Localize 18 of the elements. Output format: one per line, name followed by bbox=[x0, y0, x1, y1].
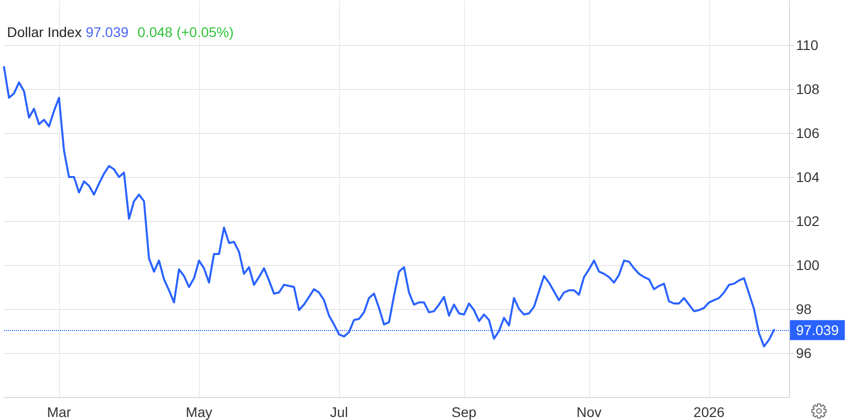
annotation: 0.048 (+0.05%) bbox=[138, 24, 234, 40]
y-tick-label: 96 bbox=[796, 345, 812, 361]
x-tick-label: Nov bbox=[576, 404, 602, 420]
y-tick-label: 100 bbox=[796, 257, 820, 273]
text: Dollar Index bbox=[7, 24, 82, 40]
x-tick-label: Sep bbox=[452, 404, 477, 420]
y-tick-label: 110 bbox=[796, 37, 819, 53]
x-tick-label: Jul bbox=[330, 404, 348, 420]
annotation: 97.039 bbox=[86, 24, 129, 40]
x-tick-label: May bbox=[186, 404, 212, 420]
y-tick-label: 102 bbox=[796, 213, 820, 229]
y-tick-label: 106 bbox=[796, 125, 820, 141]
ref-line-label: 97.039 bbox=[796, 322, 840, 338]
y-tick-label: 108 bbox=[796, 81, 820, 97]
y-tick-label: 98 bbox=[796, 301, 812, 317]
y-tick-label: 104 bbox=[796, 169, 820, 185]
x-tick-label: Mar bbox=[46, 404, 72, 420]
x-tick-label: 2026 bbox=[693, 404, 725, 420]
